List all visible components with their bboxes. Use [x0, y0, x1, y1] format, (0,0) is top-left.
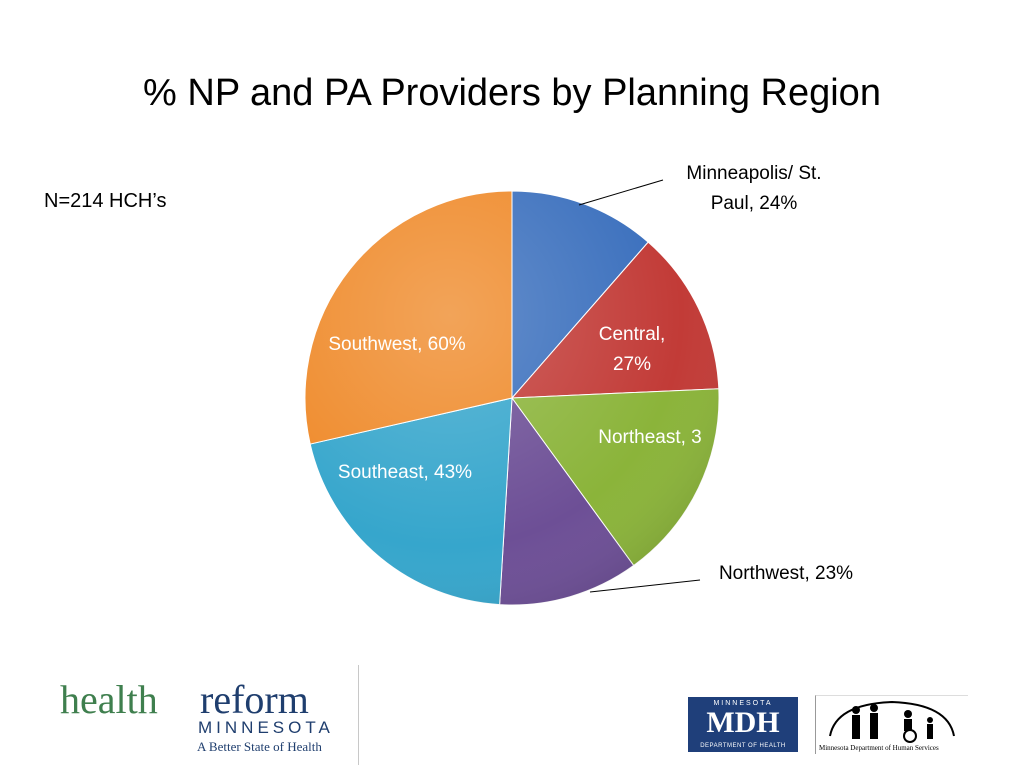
sample-size-note: N=214 HCH’s — [44, 190, 167, 212]
data-label-central: Central, 27% — [599, 324, 666, 375]
logo-word-reform: reform — [200, 677, 309, 722]
dhs-logo: Minnesota Department of Human Services — [815, 695, 968, 754]
logo-state-name: MINNESOTA — [198, 718, 334, 737]
mdh-logo-bottom-text: DEPARTMENT OF HEALTH — [700, 743, 786, 749]
footer-divider — [358, 665, 359, 765]
data-label-northwest: Northwest, 23% — [719, 563, 853, 584]
data-label-southwest: Southwest, 60% — [328, 334, 465, 355]
chart-title: % NP and PA Providers by Planning Region — [143, 72, 881, 114]
mdh-logo-top-text: MINNESOTA — [713, 700, 773, 707]
family-silhouette-icon — [829, 700, 955, 743]
health-reform-minnesota-logo: health reform MINNESOTA A Better State o… — [60, 676, 350, 756]
leader-line-minneapolis-st-paul — [578, 179, 664, 206]
mdh-logo-main-text: MDH — [706, 706, 780, 739]
mdh-logo: MINNESOTA MDH DEPARTMENT OF HEALTH — [688, 697, 798, 752]
data-label-minneapolis-st-paul: Minneapolis/ St. Paul, 24% — [686, 163, 821, 214]
logo-word-health: health — [60, 677, 158, 722]
leader-line-northwest — [589, 579, 701, 593]
data-label-northeast: Northeast, 3 — [598, 427, 702, 448]
logo-tagline: A Better State of Health — [197, 739, 322, 754]
dhs-logo-caption: Minnesota Department of Human Services — [819, 744, 939, 752]
data-label-southeast: Southeast, 43% — [338, 462, 472, 483]
